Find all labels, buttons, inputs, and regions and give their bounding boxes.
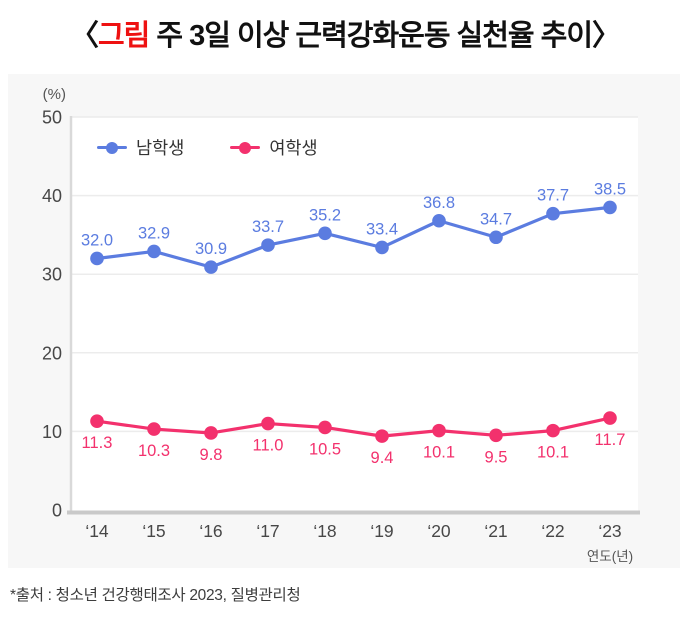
data-point bbox=[204, 426, 218, 440]
title-bracket-close: 〉 bbox=[592, 20, 621, 52]
data-label: 34.7 bbox=[480, 210, 512, 228]
data-label: 9.5 bbox=[485, 448, 508, 466]
x-axis-unit-label: 연도(년) bbox=[586, 549, 634, 564]
data-point bbox=[603, 200, 617, 215]
data-point bbox=[546, 423, 560, 438]
x-axis-labels: ‘14 ‘15 ‘16 ‘17 ‘18 ‘19 ‘20 ‘21 ‘22 ‘23 bbox=[85, 521, 621, 541]
data-label: 36.8 bbox=[423, 194, 455, 212]
source-note: *출처 : 청소년 건강행태조사 2023, 질병관리청 bbox=[10, 587, 301, 604]
data-label: 10.3 bbox=[138, 442, 170, 460]
plot-area bbox=[70, 117, 638, 511]
legend-item-female: 여학생 bbox=[230, 135, 318, 160]
series-line bbox=[96, 416, 611, 438]
series-line bbox=[96, 205, 611, 269]
title-text: 주 3일 이상 근력강화운동 실천율 추이 bbox=[149, 20, 593, 52]
data-point bbox=[489, 230, 503, 245]
svg-text:‘16: ‘16 bbox=[199, 521, 222, 541]
data-label: 37.7 bbox=[537, 187, 569, 205]
legend-dot-icon-female bbox=[239, 141, 252, 154]
svg-text:‘17: ‘17 bbox=[256, 521, 279, 541]
data-label: 33.7 bbox=[252, 218, 284, 236]
svg-text:‘20: ‘20 bbox=[427, 521, 451, 541]
line-chart: 0 10 20 30 40 50 ‘14 ‘15 ‘16 ‘17 ‘18 ‘19 ‘20 ‘21 ‘22 ‘2… bbox=[42, 108, 640, 541]
data-point bbox=[603, 411, 617, 425]
title-highlight: 그림 bbox=[97, 20, 150, 52]
svg-text:‘22: ‘22 bbox=[541, 521, 564, 541]
data-point bbox=[318, 226, 332, 241]
data-point bbox=[90, 414, 104, 428]
legend-line-marker-male bbox=[97, 141, 127, 154]
svg-text:‘15: ‘15 bbox=[142, 521, 165, 541]
data-point bbox=[432, 213, 446, 228]
data-label: 32.9 bbox=[138, 224, 170, 242]
data-point bbox=[147, 244, 161, 259]
data-point bbox=[546, 206, 560, 221]
data-label: 33.4 bbox=[366, 220, 398, 238]
title-bracket-open: 〈 bbox=[69, 20, 99, 52]
legend: 남학생 여학생 bbox=[97, 135, 318, 160]
series-male: 32.0 32.9 30.9 33.7 35.2 33.4 36.8 34.7 37.7 38.5 bbox=[81, 180, 626, 274]
legend-dot-icon-male bbox=[106, 141, 118, 154]
data-label: 11.3 bbox=[82, 434, 113, 452]
legend-line-marker-female bbox=[230, 141, 261, 154]
data-point bbox=[261, 416, 275, 431]
svg-text:‘19: ‘19 bbox=[370, 521, 393, 541]
data-label: 35.2 bbox=[309, 206, 341, 224]
data-point bbox=[261, 238, 275, 252]
svg-text:40: 40 bbox=[42, 186, 62, 206]
data-label: 10.1 bbox=[423, 444, 455, 462]
data-label: 11.7 bbox=[595, 431, 626, 449]
data-point bbox=[147, 422, 161, 436]
legend-label-female: 여학생 bbox=[269, 138, 318, 158]
svg-text:‘14: ‘14 bbox=[85, 521, 109, 541]
data-label: 38.5 bbox=[594, 180, 626, 198]
data-label: 9.8 bbox=[200, 446, 223, 464]
svg-text:50: 50 bbox=[42, 108, 62, 128]
legend-item-male: 남학생 bbox=[97, 135, 184, 160]
y-axis-labels: 0 10 20 30 40 50 bbox=[42, 108, 62, 521]
data-label: 9.4 bbox=[371, 449, 394, 467]
data-label: 11.0 bbox=[253, 437, 284, 455]
series-female: 11.3 10.3 9.8 11.0 10.5 9.4 10.1 9.5 10.1 11.7 bbox=[82, 411, 626, 467]
svg-text:0: 0 bbox=[52, 501, 62, 521]
page-title: 〈그림 주 3일 이상 근력강화운동 실천율 추이〉 bbox=[0, 12, 690, 54]
data-label: 10.1 bbox=[537, 444, 569, 462]
data-point bbox=[432, 423, 446, 438]
svg-text:30: 30 bbox=[42, 265, 62, 285]
data-point bbox=[375, 429, 389, 443]
data-point bbox=[318, 420, 332, 435]
chart-panel: 0 10 20 30 40 50 ‘14 ‘15 ‘16 ‘17 ‘18 ‘19 ‘20 ‘21 ‘22 ‘2… bbox=[8, 74, 680, 568]
svg-text:10: 10 bbox=[42, 422, 62, 442]
legend-label-male: 남학생 bbox=[136, 138, 185, 158]
y-axis-unit-label: (%) bbox=[42, 86, 66, 103]
svg-text:‘18: ‘18 bbox=[313, 521, 336, 541]
data-point bbox=[375, 240, 389, 255]
data-point bbox=[204, 260, 218, 274]
data-point bbox=[90, 251, 104, 266]
data-label: 30.9 bbox=[195, 240, 227, 258]
data-label: 10.5 bbox=[309, 440, 341, 458]
data-point bbox=[489, 428, 503, 443]
svg-text:20: 20 bbox=[42, 343, 62, 363]
svg-text:‘23: ‘23 bbox=[598, 521, 621, 541]
data-label: 32.0 bbox=[81, 231, 113, 249]
svg-text:‘21: ‘21 bbox=[484, 521, 507, 541]
